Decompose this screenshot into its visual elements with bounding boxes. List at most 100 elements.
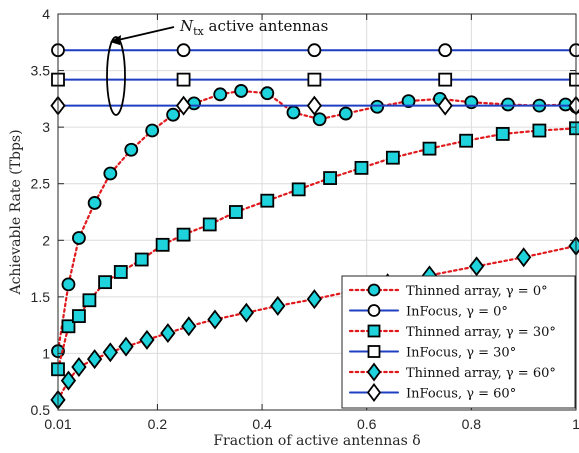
- series-1-point-3: [72, 231, 86, 245]
- series-3-point-14: [323, 171, 337, 185]
- y-tick-label: 3: [42, 119, 50, 135]
- x-tick-label: 0.6: [357, 416, 377, 432]
- series-1-point-16: [370, 99, 385, 114]
- series-4-point-2: [176, 72, 191, 87]
- x-axis-label: Fraction of active antennas δ: [213, 433, 420, 449]
- series-5-point-10: [207, 309, 223, 330]
- series-2-point-4: [438, 43, 453, 58]
- annotation-layer: Ntx active antennas: [106, 17, 328, 116]
- y-tick-label: 1: [42, 345, 50, 361]
- annotation-arrow-line: [117, 26, 175, 41]
- series-1-point-13: [286, 105, 301, 120]
- series-6-point-3: [306, 95, 323, 116]
- y-tick-label: 2: [42, 232, 50, 248]
- series-5-point-11: [238, 302, 254, 323]
- annotation-ellipse: [106, 36, 126, 116]
- series-3-point-9: [176, 227, 191, 242]
- annotation-arrow-head: [110, 35, 121, 45]
- legend-marker-2: [367, 304, 381, 317]
- legend-label-4: InFocus, γ = 30°: [406, 346, 516, 361]
- series-3-point-6: [113, 265, 128, 279]
- series-3-point-5: [98, 275, 112, 290]
- series-5-point-9: [181, 316, 197, 337]
- series-3-point-4: [82, 293, 97, 308]
- series-3-point-8: [155, 237, 170, 252]
- annotation-symbol: N: [179, 17, 194, 35]
- series-3-point-19: [495, 127, 510, 141]
- series-5-point-13: [306, 289, 323, 310]
- annotation-subscript: tx: [193, 25, 204, 38]
- x-tick-label: 0.01: [44, 416, 71, 432]
- y-axis-label: Achievable Rate (Tbps): [8, 129, 24, 295]
- annotation-rest-text: active antennas: [204, 17, 329, 35]
- series-1-point-17: [401, 94, 416, 109]
- legend-label-2: InFocus, γ = 0°: [406, 305, 508, 320]
- series-5-point-7: [139, 329, 155, 350]
- series-3-point-18: [459, 133, 474, 148]
- series-3-point-13: [291, 182, 306, 197]
- legend-label-1: Thinned array, γ = 0°: [406, 284, 548, 299]
- series-2-point-2: [176, 43, 191, 58]
- series-3-point-10: [202, 217, 217, 232]
- series-3-point-7: [134, 252, 149, 267]
- series-4-point-5: [569, 72, 579, 87]
- series-1-point-12: [260, 86, 275, 101]
- legend-marker-4: [367, 345, 381, 358]
- series-3-point-12: [260, 193, 275, 208]
- series-4-point-3: [307, 72, 322, 87]
- series-1-point-6: [124, 142, 139, 157]
- legend-layer: Thinned array, γ = 0° InFocus, γ = 0° Thin…: [341, 275, 576, 409]
- series-1-point-7: [145, 123, 160, 138]
- series-1-point-4: [87, 196, 102, 210]
- series-4-point-4: [438, 72, 453, 87]
- series-1-point-8: [166, 107, 181, 122]
- legend-label-5: Thinned array, γ = 60°: [406, 366, 556, 381]
- y-tick-label: 2.5: [31, 176, 51, 192]
- series-5-point-6: [118, 336, 134, 357]
- x-tick-label: 0.2: [148, 416, 168, 432]
- legend-marker-6: [366, 383, 382, 402]
- plot-frame: [57, 13, 577, 411]
- series-1-point-2: [61, 277, 76, 292]
- series-3-point-11: [228, 205, 243, 219]
- legend-marker-5: [366, 362, 382, 382]
- annotation-text: Ntx active antennas: [179, 17, 328, 38]
- series-5-point-18: [516, 247, 532, 268]
- legend-marker-1: [367, 283, 381, 297]
- legend-label-3: Thinned array, γ = 30°: [406, 325, 556, 340]
- axes-layer: 0.01 0.2 0.4 0.6 0.8 1 0.5 1 1.5 2 2.5 3 3.5 4: [31, 6, 579, 432]
- legend-box: [341, 275, 576, 409]
- series-1-point-9: [187, 96, 201, 111]
- series-6-point-4: [437, 95, 453, 116]
- y-tick-label: 4: [42, 6, 50, 22]
- series-5-point-4: [86, 349, 103, 370]
- series-3-point-3: [72, 309, 86, 323]
- series-3-point-16: [385, 150, 400, 165]
- series-3-point-17: [422, 141, 437, 156]
- series-3-point-21: [569, 121, 579, 136]
- legend-label-6: InFocus, γ = 60°: [406, 387, 516, 402]
- series-1-point-14: [312, 112, 327, 127]
- series-3-point-15: [354, 160, 369, 175]
- x-tick-label: 0.4: [252, 416, 272, 432]
- series-6-point-2: [175, 95, 192, 116]
- series-2-point-3: [307, 43, 322, 58]
- series-5-point-2: [60, 370, 77, 391]
- series-5-point-17: [468, 256, 485, 277]
- series-1-point-5: [103, 166, 118, 181]
- legend-marker-3: [367, 324, 381, 338]
- series-1-point-11: [234, 84, 249, 98]
- series-2-point-5: [569, 43, 579, 58]
- series-1-point-10: [213, 87, 228, 102]
- y-tick-label: 1.5: [31, 289, 51, 305]
- y-tick-label: 0.5: [31, 402, 51, 418]
- series-5-point-5: [102, 342, 118, 363]
- x-tick-label: 0.8: [462, 416, 482, 432]
- series-1-point-20: [501, 97, 515, 112]
- series-1-point-15: [338, 106, 353, 121]
- series-5-point-12: [270, 295, 286, 316]
- y-tick-label: 3.5: [31, 63, 51, 79]
- x-tick-label: 1: [572, 416, 579, 432]
- series-5-point-3: [71, 357, 87, 377]
